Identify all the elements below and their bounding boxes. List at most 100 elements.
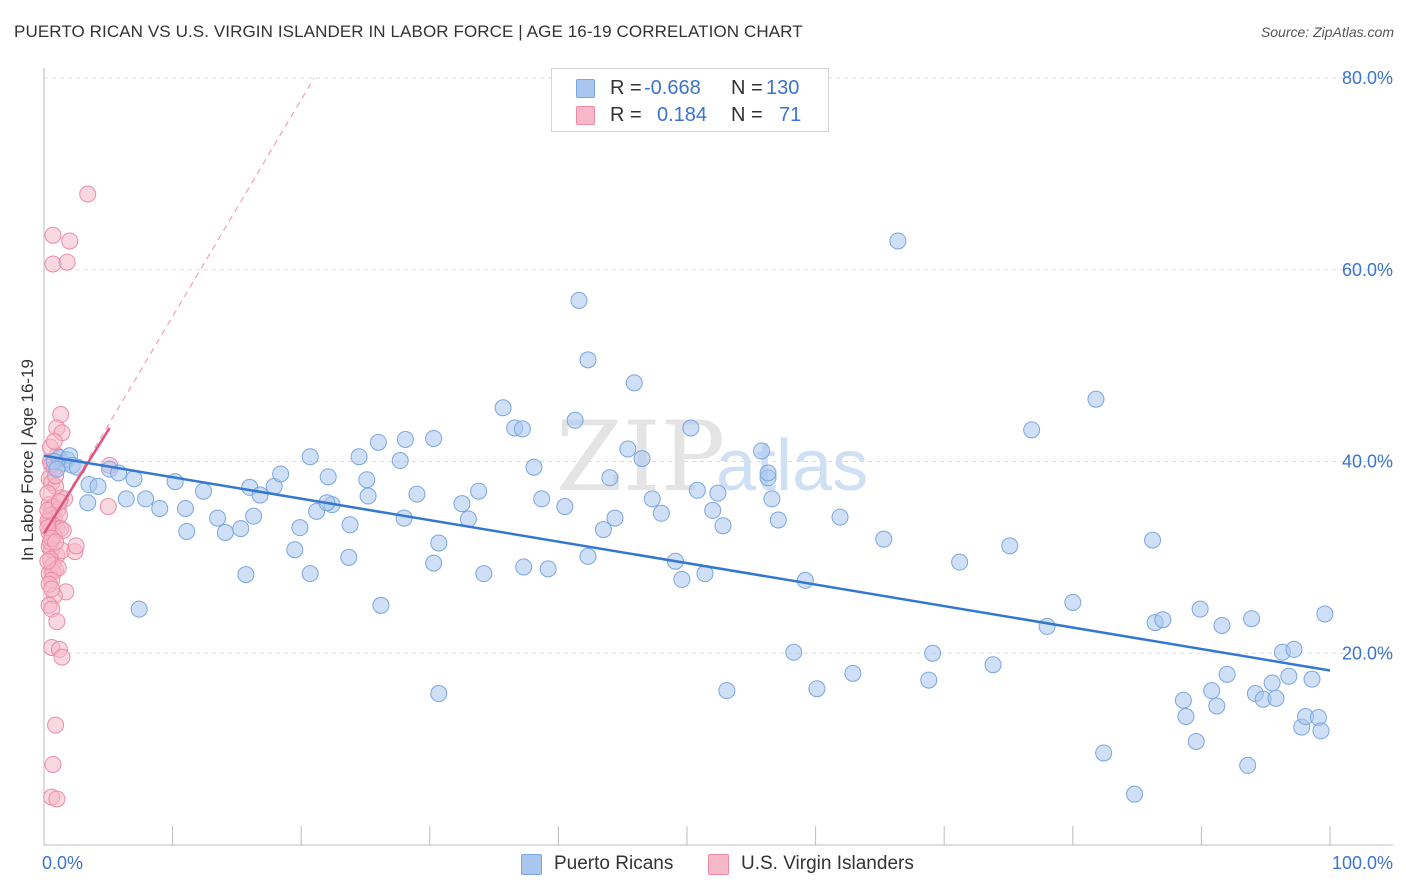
puerto-rican-point (1144, 531, 1162, 549)
puerto-rican-point (48, 460, 66, 478)
puerto-rican-point (425, 429, 443, 447)
puerto-rican-point (178, 522, 196, 540)
puerto-rican-point (232, 520, 250, 538)
puerto-rican-point (216, 523, 234, 541)
puerto-rican-point (984, 656, 1002, 674)
puerto-rican-point (117, 490, 135, 508)
virgin-islander-point (67, 537, 85, 555)
virgin-islander-point (79, 185, 97, 203)
virgin-islander-point (47, 533, 65, 551)
puerto-rican-point (79, 494, 97, 512)
puerto-rican-point (137, 490, 155, 508)
virgin-islander-point (48, 613, 66, 631)
puerto-rican-point (889, 232, 907, 250)
puerto-rican-point (951, 553, 969, 571)
puerto-rican-point (1064, 593, 1082, 611)
puerto-rican-point (1038, 617, 1056, 635)
source-label: Source: ZipAtlas.com (1260, 24, 1394, 40)
puerto-rican-point (359, 487, 377, 505)
puerto-rican-trend-line (43, 454, 1331, 672)
puerto-rican-point (533, 490, 551, 508)
bottom-legend-swatch-pink (708, 854, 729, 875)
puerto-rican-point (1187, 732, 1205, 750)
puerto-rican-point (286, 541, 304, 559)
puerto-rican-point (682, 419, 700, 437)
puerto-rican-point (785, 643, 803, 661)
y-axis-label: In Labor Force | Age 16-19 (18, 359, 37, 561)
virgin-islander-point (44, 755, 62, 773)
legend-n-value: 71 (779, 104, 802, 126)
puerto-rican-point (430, 534, 448, 552)
puerto-rican-point (579, 547, 597, 565)
puerto-rican-point (718, 682, 736, 700)
puerto-rican-point (369, 433, 387, 451)
puerto-rican-point (209, 509, 227, 527)
puerto-rican-point (89, 477, 107, 495)
puerto-rican-point (272, 465, 290, 483)
puerto-rican-point (1191, 600, 1209, 618)
puerto-rican-point (176, 499, 194, 517)
puerto-rican-point (769, 511, 787, 529)
puerto-rican-point (130, 600, 148, 618)
puerto-rican-point (688, 481, 706, 499)
puerto-rican-point (237, 566, 255, 584)
legend-r-value: -0.668 (644, 77, 701, 99)
virgin-islander-point (44, 255, 62, 273)
virgin-islander-point (39, 484, 57, 502)
puerto-rican-point (594, 521, 612, 539)
virgin-islander-point (39, 552, 57, 570)
puerto-rican-point (341, 516, 359, 534)
puerto-rican-point (1267, 689, 1285, 707)
virgin-islander-point (99, 498, 117, 516)
bottom-legend-label: U.S. Virgin Islanders (741, 853, 914, 874)
puerto-rican-point (753, 442, 771, 460)
puerto-rican-point (494, 399, 512, 417)
y-tick-label: 60.0% (1342, 260, 1393, 280)
virgin-islander-points (39, 185, 119, 808)
trend-lines (42, 77, 1331, 672)
puerto-rican-point (301, 448, 319, 466)
puerto-rican-point (579, 351, 597, 369)
x-tick-label: 100.0% (1332, 853, 1393, 873)
y-tick-label: 80.0% (1342, 68, 1393, 88)
puerto-rican-points (45, 232, 1334, 803)
puerto-rican-point (350, 448, 368, 466)
legend-r-value: 0.184 (657, 104, 708, 126)
puerto-rican-point (1208, 697, 1226, 715)
puerto-rican-point (808, 680, 826, 698)
puerto-rican-point (601, 469, 619, 487)
puerto-rican-point (1285, 640, 1303, 658)
puerto-rican-point (1213, 616, 1231, 634)
puerto-rican-point (625, 374, 643, 392)
virgin-islander-point (58, 253, 76, 271)
puerto-rican-point (319, 468, 337, 486)
puerto-rican-point (453, 495, 471, 513)
puerto-rican-point (1239, 756, 1257, 774)
puerto-rican-point (513, 420, 531, 438)
puerto-rican-point (430, 685, 448, 703)
virgin-islander-point (48, 790, 66, 808)
puerto-rican-point (525, 458, 543, 476)
virgin-islander-point (44, 226, 62, 244)
puerto-rican-point (475, 565, 493, 583)
virgin-islander-point (53, 648, 71, 666)
puerto-rican-point (643, 490, 661, 508)
puerto-rican-point (391, 452, 409, 470)
puerto-rican-point (1177, 708, 1195, 726)
puerto-rican-point (539, 560, 557, 578)
puerto-rican-point (470, 482, 488, 500)
legend-n-label: N = (731, 104, 763, 126)
puerto-rican-point (619, 440, 637, 458)
chart-title: PUERTO RICAN VS U.S. VIRGIN ISLANDER IN … (14, 22, 803, 41)
virgin-islander-point (43, 580, 61, 598)
puerto-rican-point (673, 570, 691, 588)
puerto-rican-point (1316, 605, 1334, 623)
puerto-rican-point (372, 596, 390, 614)
bottom-legend-swatch-blue (521, 854, 542, 875)
puerto-rican-point (425, 554, 443, 572)
puerto-rican-point (515, 558, 533, 576)
puerto-rican-point (1263, 674, 1281, 692)
puerto-rican-point (844, 664, 862, 682)
puerto-rican-point (709, 484, 727, 502)
